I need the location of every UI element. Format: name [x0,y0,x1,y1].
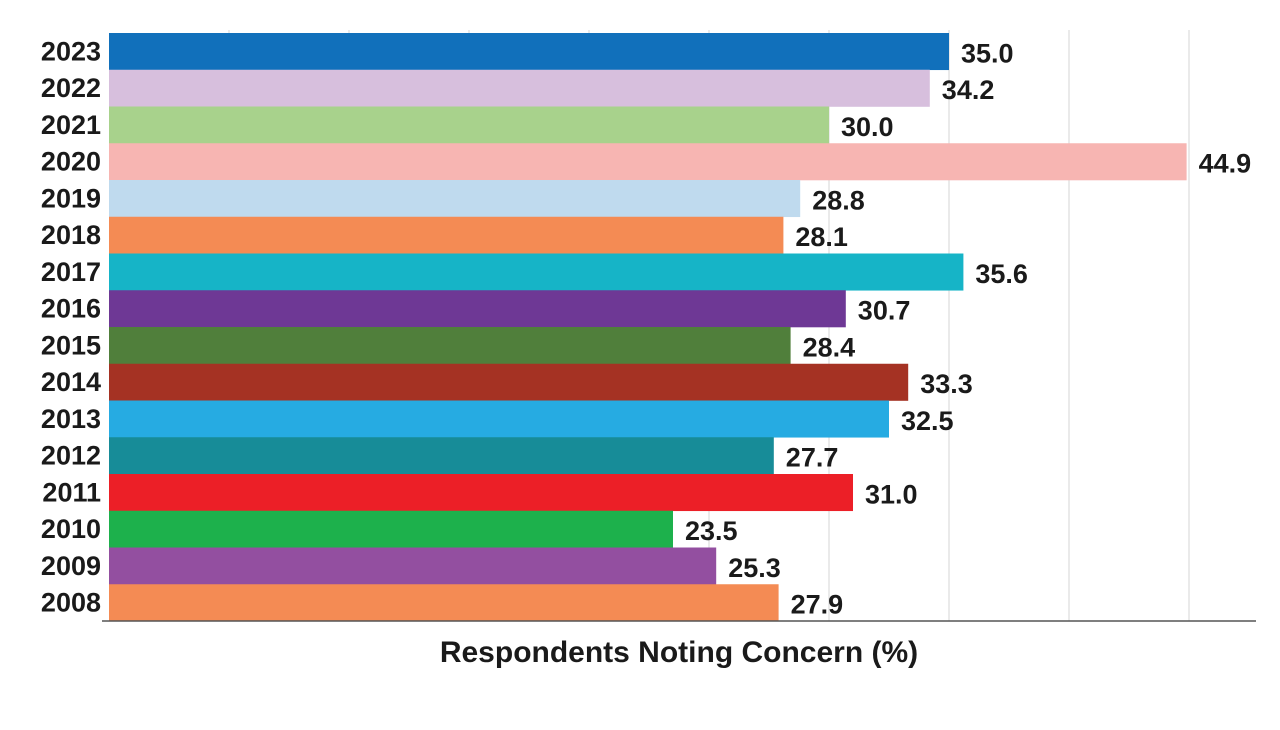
category-label-2012: 2012 [41,441,101,471]
bar-2008 [109,584,779,622]
category-label-2014: 2014 [41,367,101,397]
category-label-2015: 2015 [41,330,101,360]
category-label-2008: 2008 [41,588,101,618]
value-label-2023: 35.0 [961,38,1014,68]
bar-2016 [109,290,846,328]
bar-2009 [109,547,717,585]
category-labels: 2023 2022 2021 2020 2019 2018 2017 2016 2015 2014… [41,36,101,617]
bar-2020 [109,143,1187,181]
category-label-2009: 2009 [41,551,101,581]
bar-2014 [109,363,909,401]
value-label-2016: 30.7 [858,296,911,326]
value-label-2017: 35.6 [975,259,1028,289]
category-label-2022: 2022 [41,73,101,103]
category-label-2019: 2019 [41,183,101,213]
bar-2023 [109,33,949,71]
category-label-2016: 2016 [41,294,101,324]
bar-2017 [109,253,964,291]
bar-2013 [109,400,889,438]
value-label-2008: 27.9 [791,590,844,620]
bar-2012 [109,437,774,475]
value-label-2015: 28.4 [803,332,856,362]
category-label-2010: 2010 [41,514,101,544]
value-labels: 35.0 34.2 30.0 44.9 28.8 28.1 35.6 30.728.4 33.3… [685,38,1251,619]
value-label-2021: 30.0 [841,112,894,142]
category-label-2021: 2021 [41,110,101,140]
value-label-2022: 34.2 [942,75,995,105]
bar-2015 [109,327,791,365]
category-label-2013: 2013 [41,404,101,434]
bar-2022 [109,69,930,107]
bar-2019 [109,180,801,218]
bar-2011 [109,474,853,512]
value-label-2010: 23.5 [685,516,738,546]
bar-2010 [109,510,673,548]
category-label-2020: 2020 [41,147,101,177]
value-label-2013: 32.5 [901,406,954,436]
category-label-2023: 2023 [41,36,101,66]
category-label-2017: 2017 [41,257,101,287]
category-label-2018: 2018 [41,220,101,250]
value-label-2009: 25.3 [728,553,781,583]
value-label-2011: 31.0 [865,479,918,509]
value-label-2012: 27.7 [786,443,839,473]
bar-2021 [109,106,829,144]
value-label-2014: 33.3 [920,369,973,399]
bar-2018 [109,216,784,254]
value-label-2019: 28.8 [812,185,865,215]
value-label-2018: 28.1 [795,222,848,252]
bars [109,33,1187,622]
x-axis-title: Respondents Noting Concern (%) [440,636,918,669]
value-label-2020: 44.9 [1199,149,1252,179]
category-label-2011: 2011 [42,477,101,507]
